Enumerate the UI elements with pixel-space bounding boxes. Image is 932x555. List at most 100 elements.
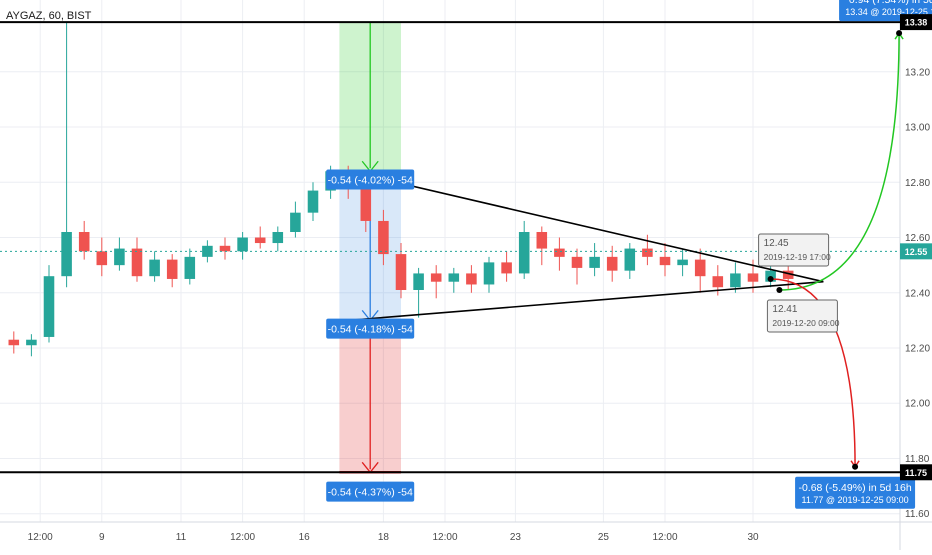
projection-label-box	[795, 476, 916, 509]
candle-body	[8, 339, 20, 346]
measure-label-text: -0.54 (-4.18%) -54	[328, 324, 413, 336]
candle-body	[166, 259, 178, 279]
y-tick-label: 12.80	[905, 178, 930, 189]
projection-label-line2: 13.34 @ 2019-12-25 16:00	[845, 7, 932, 17]
candle-body	[782, 270, 794, 279]
labels-layer: 0.94 (7.54%) in 5d 7h13.34 @ 2019-12-25 …	[326, 0, 932, 509]
candle-body	[677, 259, 688, 266]
y-tick-label: 11.80	[905, 454, 930, 465]
measure-label-box	[326, 318, 415, 339]
candle-body	[378, 220, 389, 255]
candle-body	[254, 237, 266, 244]
x-tick-label: 18	[378, 532, 390, 543]
measure-label-box	[326, 481, 415, 502]
candle-body	[237, 237, 248, 252]
projection-label-line1: 0.94 (7.54%) in 5d 7h	[849, 0, 932, 6]
x-tick-label: 16	[299, 532, 311, 543]
y-tick-label: 13.20	[905, 67, 930, 78]
candle-body	[26, 339, 37, 346]
projection-target-dot	[852, 463, 859, 470]
candle-body	[536, 232, 548, 249]
candle-body	[96, 251, 108, 266]
candle-body	[659, 256, 671, 266]
y-tick-label: 12.00	[905, 399, 930, 410]
candle-body	[395, 254, 407, 290]
candle-body	[712, 276, 724, 288]
candle-body	[448, 273, 460, 282]
candle-body	[694, 259, 706, 277]
candle-body	[131, 248, 143, 277]
triangle-lower-line	[348, 280, 824, 322]
price-axis-label-box	[900, 243, 932, 260]
candle-body	[360, 187, 372, 221]
x-tick-label: 9	[99, 532, 105, 543]
candle-body	[307, 190, 319, 213]
candle-body	[272, 232, 284, 244]
drawings-layer	[0, 21, 904, 474]
candle-body	[61, 232, 72, 277]
candle-body	[466, 273, 477, 285]
y-tick-label: 12.40	[905, 288, 930, 299]
projection-origin-dot	[767, 275, 774, 282]
y-tick-label: 12.20	[905, 344, 930, 355]
candle-body	[430, 273, 442, 282]
tooltip-time: 2019-12-20 09:00	[772, 318, 839, 328]
candle-body	[149, 259, 160, 277]
candle-body	[501, 262, 512, 274]
x-tick-label: 12:00	[432, 532, 457, 543]
measure-label-box	[326, 169, 415, 190]
measure-zones-layer	[339, 22, 401, 474]
projection-target-dot	[896, 30, 903, 37]
symbol-header: AYGAZ, 60, BIST	[6, 10, 92, 22]
x-tick-label: 25	[598, 532, 610, 543]
x-tick-label: 12:00	[230, 532, 255, 543]
candle-body	[624, 248, 636, 271]
candle-body	[483, 262, 495, 285]
tooltip-time: 2019-12-19 17:00	[764, 252, 831, 262]
tooltip-price: 12.45	[764, 238, 789, 249]
measure-label-text: -0.54 (-4.02%) -54	[328, 175, 413, 187]
price-axis-label-box	[900, 14, 932, 31]
measure-label-text: -0.54 (-4.37%) -54	[328, 487, 413, 499]
price-axis-label-text: 12.55	[905, 247, 928, 257]
candle-body	[571, 256, 583, 268]
candle-body	[184, 256, 196, 279]
candle-body	[43, 276, 55, 337]
candle-body	[747, 273, 759, 282]
candle-body	[202, 245, 213, 257]
projection-origin-dot	[776, 287, 783, 293]
candle-body	[589, 256, 600, 268]
x-tick-label: 11	[176, 532, 187, 543]
candle-body	[114, 248, 125, 266]
price-axis-label-box	[900, 464, 932, 481]
x-tick-label: 23	[510, 532, 522, 543]
candle-body	[518, 232, 530, 274]
candle-body	[290, 212, 301, 232]
x-tick-label: 12:00	[652, 532, 677, 543]
tooltip-box	[766, 299, 838, 333]
candle-body	[606, 256, 618, 271]
y-tick-label: 13.00	[905, 123, 930, 134]
x-tick-label: 30	[747, 532, 759, 543]
projection-label-line2: 11.77 @ 2019-12-25 09:00	[802, 495, 909, 505]
y-tick-label: 11.60	[905, 509, 930, 520]
x-tick-label: 12:00	[28, 532, 53, 543]
y-tick-label: 12.60	[905, 233, 930, 244]
candle-body	[642, 248, 653, 257]
grid-layer	[0, 0, 900, 522]
triangle-upper-line	[348, 170, 824, 283]
tooltip-box	[758, 233, 830, 267]
projection-curve	[779, 33, 900, 291]
candle-body	[730, 273, 741, 288]
candle-body	[219, 245, 231, 252]
tooltip-price: 12.41	[772, 304, 797, 315]
price-axis-label-text: 13.38	[905, 18, 928, 28]
price-axis-label-text: 11.75	[905, 468, 927, 478]
projection-label-line1: -0.68 (-5.49%) in 5d 16h	[798, 482, 911, 494]
candle-body	[413, 273, 424, 290]
candle-body	[78, 232, 90, 252]
candle-body	[554, 248, 565, 257]
